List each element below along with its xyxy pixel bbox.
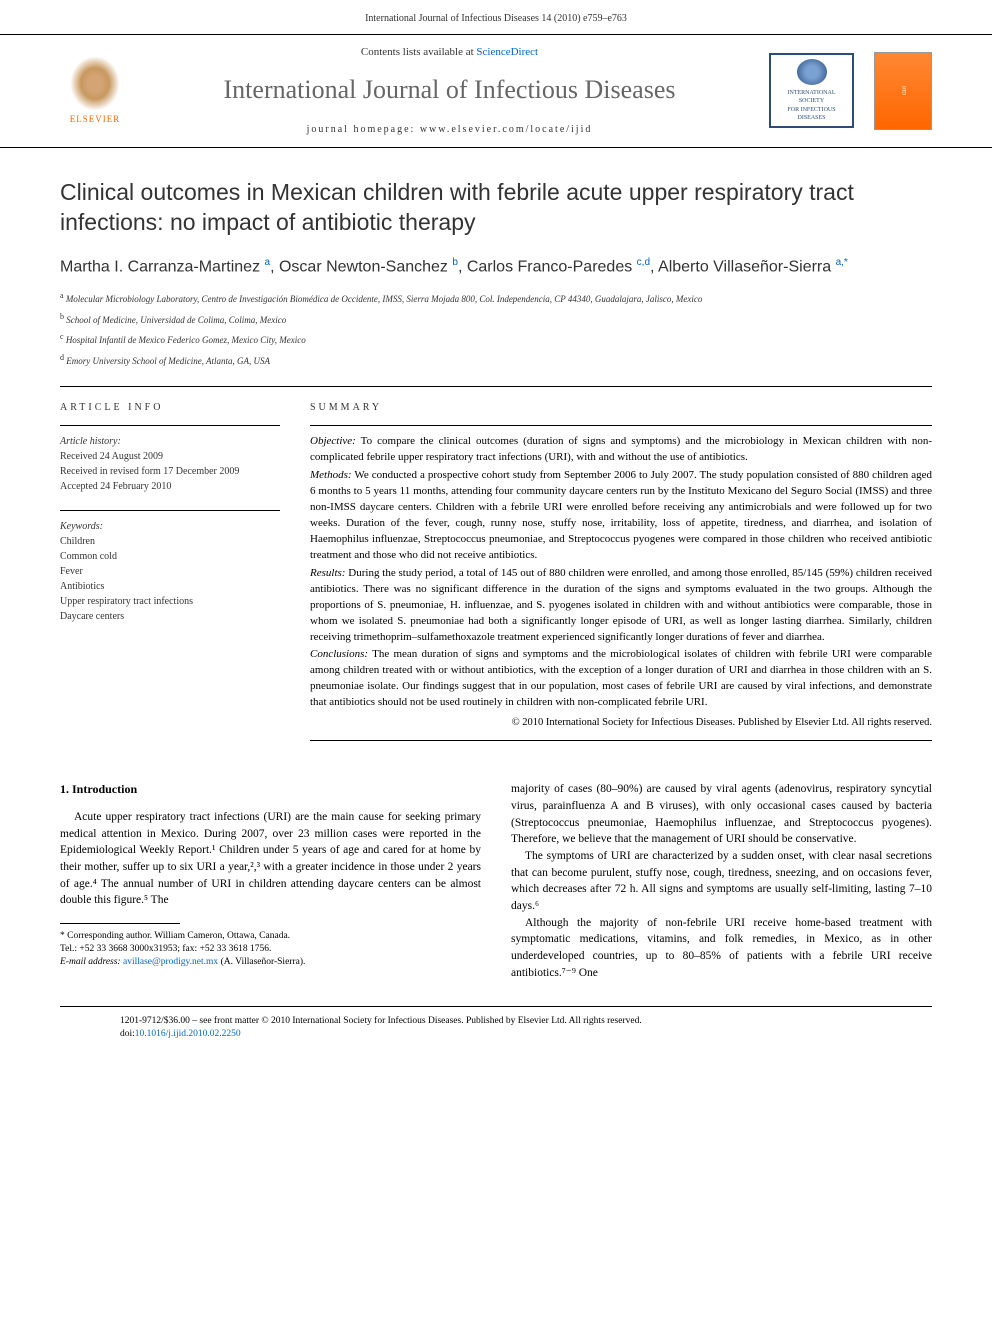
journal-name: International Journal of Infectious Dise… xyxy=(150,72,749,108)
article-title: Clinical outcomes in Mexican children wi… xyxy=(60,178,932,238)
article-front: Clinical outcomes in Mexican children wi… xyxy=(0,148,992,762)
footer-doi-line: doi:10.1016/j.ijid.2010.02.2250 xyxy=(120,1028,872,1041)
keywords-block: Keywords: Children Common cold Fever Ant… xyxy=(60,519,280,624)
intro-para-left: Acute upper respiratory tract infections… xyxy=(60,809,481,909)
results-text: During the study period, a total of 145 … xyxy=(310,567,932,643)
homepage-line: journal homepage: www.elsevier.com/locat… xyxy=(150,123,749,137)
article-info-label: ARTICLE INFO xyxy=(60,401,280,415)
homepage-url: www.elsevier.com/locate/ijid xyxy=(420,124,593,135)
body-section: 1. Introduction Acute upper respiratory … xyxy=(0,761,992,991)
globe-icon xyxy=(797,59,827,84)
footnote-rule xyxy=(60,923,180,924)
footnote-block: * Corresponding author. William Cameron,… xyxy=(60,930,481,970)
info-rule xyxy=(60,425,280,426)
intro-heading: 1. Introduction xyxy=(60,781,481,798)
authors-line: Martha I. Carranza-Martinez a, Oscar New… xyxy=(60,256,932,279)
masthead-center: Contents lists available at ScienceDirec… xyxy=(150,45,749,137)
results-label: Results: xyxy=(310,567,345,579)
summary-text: Objective: To compare the clinical outco… xyxy=(310,434,932,730)
intro-para-right-2: The symptoms of URI are characterized by… xyxy=(511,848,932,915)
keyword-1: Common cold xyxy=(60,549,280,564)
email-owner: (A. Villaseñor-Sierra). xyxy=(221,957,306,967)
keyword-0: Children xyxy=(60,534,280,549)
email-link[interactable]: avillase@prodigy.net.mx xyxy=(123,957,218,967)
affiliations-block: a Molecular Microbiology Laboratory, Cen… xyxy=(60,290,932,368)
conclusions-label: Conclusions: xyxy=(310,648,368,660)
history-label: Article history: xyxy=(60,434,280,449)
keyword-2: Fever xyxy=(60,564,280,579)
affiliation-b: b School of Medicine, Universidad de Col… xyxy=(60,311,932,328)
affiliation-c-text: Hospital Infantil de Mexico Federico Gom… xyxy=(66,335,306,345)
sciencedirect-link[interactable]: ScienceDirect xyxy=(476,46,538,58)
conclusions-text: The mean duration of signs and symptoms … xyxy=(310,648,932,708)
keyword-4: Upper respiratory tract infections xyxy=(60,594,280,609)
doi-link[interactable]: 10.1016/j.ijid.2010.02.2250 xyxy=(135,1029,241,1039)
methods-text: We conducted a prospective cohort study … xyxy=(310,469,932,561)
elsevier-logo: ELSEVIER xyxy=(60,51,130,131)
masthead: ELSEVIER Contents lists available at Sci… xyxy=(0,34,992,148)
page-footer: 1201-9712/$36.00 – see front matter © 20… xyxy=(60,1006,932,1062)
affiliation-b-text: School of Medicine, Universidad de Colim… xyxy=(66,315,286,325)
history-accepted: Accepted 24 February 2010 xyxy=(60,479,280,494)
body-left-col: 1. Introduction Acute upper respiratory … xyxy=(60,781,481,981)
elsevier-tree-icon xyxy=(70,56,120,111)
divider-rule xyxy=(60,386,932,387)
journal-cover-thumb: IJID xyxy=(874,52,932,130)
email-label: E-mail address: xyxy=(60,957,121,967)
info-summary-row: ARTICLE INFO Article history: Received 2… xyxy=(60,401,932,741)
summary-col: SUMMARY Objective: To compare the clinic… xyxy=(310,401,932,741)
affiliation-a: a Molecular Microbiology Laboratory, Cen… xyxy=(60,290,932,307)
intro-para-right-1: majority of cases (80–90%) are caused by… xyxy=(511,781,932,848)
corresponding-tel: Tel.: +52 33 3668 3000x31953; fax: +52 3… xyxy=(60,943,481,956)
affiliation-c: c Hospital Infantil de Mexico Federico G… xyxy=(60,331,932,348)
affiliation-a-text: Molecular Microbiology Laboratory, Centr… xyxy=(66,294,703,304)
society-text-bottom: FOR INFECTIOUS DISEASES xyxy=(775,106,848,123)
contents-prefix: Contents lists available at xyxy=(361,46,476,58)
contents-available-line: Contents lists available at ScienceDirec… xyxy=(150,45,749,60)
corresponding-email-line: E-mail address: avillase@prodigy.net.mx … xyxy=(60,956,481,969)
affiliation-d: d Emory University School of Medicine, A… xyxy=(60,352,932,369)
objective-text: To compare the clinical outcomes (durati… xyxy=(310,435,932,463)
keywords-label: Keywords: xyxy=(60,519,280,534)
society-text-top: INTERNATIONAL SOCIETY xyxy=(775,89,848,106)
homepage-prefix: journal homepage: xyxy=(307,124,420,135)
elsevier-wordmark: ELSEVIER xyxy=(70,113,121,126)
corresponding-author: * Corresponding author. William Cameron,… xyxy=(60,930,481,943)
body-right-col: majority of cases (80–90%) are caused by… xyxy=(511,781,932,981)
summary-label: SUMMARY xyxy=(310,401,932,415)
affiliation-d-text: Emory University School of Medicine, Atl… xyxy=(66,356,270,366)
article-info-col: ARTICLE INFO Article history: Received 2… xyxy=(60,401,280,741)
footer-copyright: 1201-9712/$36.00 – see front matter © 20… xyxy=(120,1015,872,1028)
history-revised: Received in revised form 17 December 200… xyxy=(60,464,280,479)
body-columns: 1. Introduction Acute upper respiratory … xyxy=(60,781,932,981)
methods-label: Methods: xyxy=(310,469,352,481)
summary-end-rule xyxy=(310,740,932,741)
history-received: Received 24 August 2009 xyxy=(60,449,280,464)
objective-label: Objective: xyxy=(310,435,356,447)
intro-para-right-3: Although the majority of non-febrile URI… xyxy=(511,915,932,982)
summary-rule xyxy=(310,425,932,426)
doi-label: doi: xyxy=(120,1029,135,1039)
keyword-5: Daycare centers xyxy=(60,609,280,624)
article-history-block: Article history: Received 24 August 2009… xyxy=(60,434,280,494)
society-badge: INTERNATIONAL SOCIETY FOR INFECTIOUS DIS… xyxy=(769,53,854,128)
keyword-3: Antibiotics xyxy=(60,579,280,594)
summary-copyright: © 2010 International Society for Infecti… xyxy=(310,715,932,730)
running-header: International Journal of Infectious Dise… xyxy=(0,0,992,34)
keywords-rule xyxy=(60,510,280,511)
